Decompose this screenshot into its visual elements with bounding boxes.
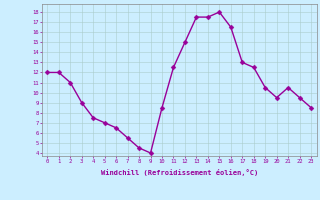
X-axis label: Windchill (Refroidissement éolien,°C): Windchill (Refroidissement éolien,°C) [100,169,258,176]
